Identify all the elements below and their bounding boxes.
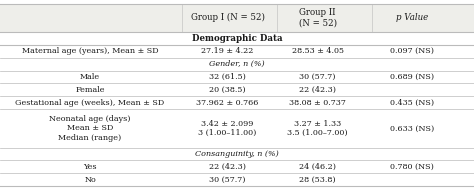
- Text: 32 (61.5): 32 (61.5): [209, 73, 246, 81]
- Text: 22 (42.3): 22 (42.3): [209, 163, 246, 171]
- Text: Gestational age (weeks), Mean ± SD: Gestational age (weeks), Mean ± SD: [16, 99, 164, 107]
- Text: Group II
(N = 52): Group II (N = 52): [299, 8, 337, 28]
- Text: Female: Female: [75, 86, 105, 94]
- Text: Group I (N = 52): Group I (N = 52): [191, 13, 264, 22]
- Text: 0.689 (NS): 0.689 (NS): [390, 73, 435, 81]
- Text: Gender, n (%): Gender, n (%): [209, 60, 265, 68]
- Text: 3.27 ± 1.33
3.5 (1.00–7.00): 3.27 ± 1.33 3.5 (1.00–7.00): [287, 120, 348, 137]
- Bar: [0, 4, 474, 32]
- Text: p Value: p Value: [396, 13, 428, 22]
- Text: 37.962 ± 0.766: 37.962 ± 0.766: [196, 99, 259, 107]
- Text: 28.53 ± 4.05: 28.53 ± 4.05: [292, 47, 344, 55]
- Text: 24 (46.2): 24 (46.2): [299, 163, 336, 171]
- Text: Demographic Data: Demographic Data: [191, 34, 283, 43]
- Text: Consanguinity, n (%): Consanguinity, n (%): [195, 150, 279, 158]
- Text: Maternal age (years), Mean ± SD: Maternal age (years), Mean ± SD: [22, 47, 158, 55]
- Text: Yes: Yes: [83, 163, 97, 171]
- Text: 27.19 ± 4.22: 27.19 ± 4.22: [201, 47, 254, 55]
- Text: 28 (53.8): 28 (53.8): [299, 176, 336, 184]
- Text: 38.08 ± 0.737: 38.08 ± 0.737: [289, 99, 346, 107]
- Text: 20 (38.5): 20 (38.5): [209, 86, 246, 94]
- Text: No: No: [84, 176, 96, 184]
- Text: 30 (57.7): 30 (57.7): [209, 176, 246, 184]
- Text: 22 (42.3): 22 (42.3): [299, 86, 336, 94]
- Text: 30 (57.7): 30 (57.7): [299, 73, 336, 81]
- Text: Neonatal age (days)
Mean ± SD
Median (range): Neonatal age (days) Mean ± SD Median (ra…: [49, 115, 131, 142]
- Text: 0.097 (NS): 0.097 (NS): [391, 47, 434, 55]
- Text: 0.780 (NS): 0.780 (NS): [391, 163, 434, 171]
- Text: 3.42 ± 2.099
3 (1.00–11.00): 3.42 ± 2.099 3 (1.00–11.00): [198, 120, 257, 137]
- Text: 0.435 (NS): 0.435 (NS): [390, 99, 435, 107]
- Text: 0.633 (NS): 0.633 (NS): [390, 124, 435, 132]
- Text: Male: Male: [80, 73, 100, 81]
